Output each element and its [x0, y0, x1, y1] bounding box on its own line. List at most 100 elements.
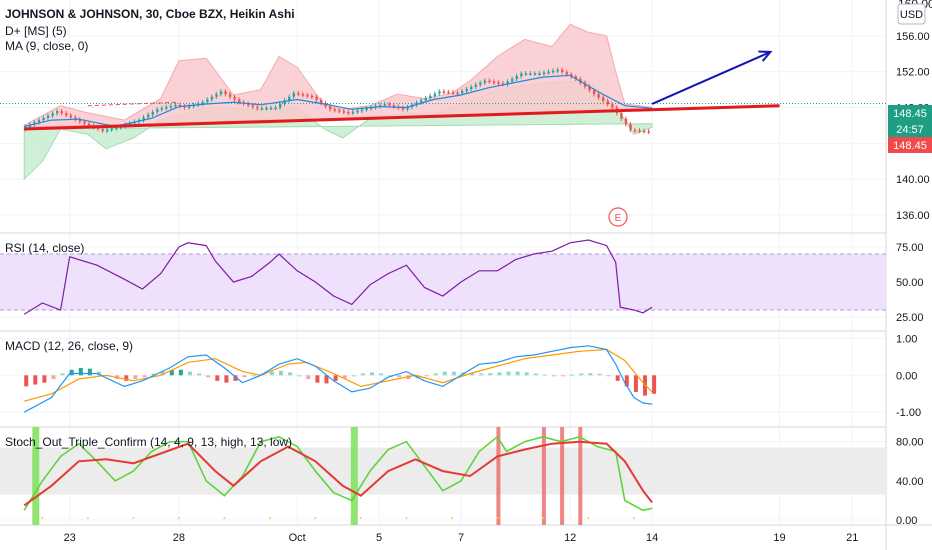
macd-histogram-bar [78, 367, 83, 376]
macd-histogram-bar [351, 375, 356, 377]
macd-histogram-bar [470, 373, 475, 376]
macd-histogram-bar [60, 373, 65, 376]
candle-body [524, 73, 528, 75]
candle-body [274, 107, 277, 110]
earnings-marker-icon[interactable] [608, 207, 628, 227]
macd-label[interactable]: MACD (12, 26, close, 9) [5, 339, 133, 353]
macd-histogram-bar [388, 375, 393, 377]
candle-body [465, 89, 468, 92]
candle-body [315, 96, 318, 100]
candle-body [297, 93, 300, 95]
macd-histogram-bar [42, 375, 47, 383]
candle-body [561, 69, 564, 73]
chart-title: JOHNSON & JOHNSON, 30, Cboe BZX, Heikin … [5, 7, 295, 21]
macd-histogram-bar [542, 374, 547, 376]
time-axis[interactable]: 23 28 Oct 5 7 12 14 19 21 [64, 532, 859, 544]
candle-body [224, 91, 227, 95]
projection-arrow-head [758, 50, 773, 62]
candle-body [65, 113, 68, 116]
candle-body [433, 93, 437, 96]
candle-body [415, 102, 418, 105]
macd-histogram-bar [87, 368, 92, 376]
macd-histogram-bar [360, 373, 365, 376]
currency-button[interactable] [897, 3, 926, 25]
rsi-pane[interactable] [0, 239, 886, 315]
axis-tick-label: 152.00 [896, 67, 930, 79]
macd-histogram-bar [606, 375, 611, 377]
macd-histogram-bar [615, 375, 620, 381]
candle-body [442, 91, 446, 93]
macd-histogram-bar [33, 375, 38, 385]
dmi-cloud-upper [23, 23, 653, 128]
macd-histogram-bar [233, 375, 238, 381]
countdown-value: 24:57 [896, 124, 924, 136]
candle-body [592, 90, 596, 95]
candle-body [160, 108, 164, 110]
candle-body [447, 91, 450, 94]
candle-body [156, 109, 159, 113]
candle-body [238, 99, 241, 103]
macd-histogram-bar [424, 375, 429, 377]
currency-label[interactable]: USD [900, 9, 923, 21]
candle-body [379, 105, 382, 107]
candle-body [520, 73, 523, 77]
stoch-red-signal-bar [560, 427, 565, 525]
stoch-label[interactable]: Stoch_Out_Triple_Confirm (14, 4, 9, 13, … [5, 435, 292, 449]
candle-body [69, 115, 73, 118]
macd-histogram-bar [370, 372, 374, 376]
macd-signal-line [24, 348, 653, 402]
stoch-dot [632, 517, 635, 520]
candle-body [228, 94, 232, 97]
axis-tick-label: 50.00 [896, 277, 924, 289]
candle-body [533, 73, 537, 75]
time-tick-label: 14 [646, 532, 658, 544]
indicator-ma-label[interactable]: MA (9, close, 0) [5, 39, 88, 53]
candle-body [292, 93, 296, 97]
macd-histogram-bar [515, 371, 520, 376]
projection-arrow-line [651, 51, 771, 105]
candle-body [392, 105, 396, 107]
macd-histogram-bar [215, 375, 220, 381]
candle-body [183, 106, 186, 108]
candle-body [474, 84, 478, 87]
macd-histogram-bar [433, 373, 438, 376]
candle-body [151, 112, 154, 115]
candle-body [574, 76, 578, 79]
candle-body [461, 91, 464, 94]
rsi-label[interactable]: RSI (14, close) [5, 241, 84, 255]
stoch-red-signal-bar [496, 427, 501, 525]
axis-tick-label: 0.00 [896, 370, 917, 382]
macd-histogram-bar [197, 373, 202, 376]
macd-histogram-bar [588, 373, 593, 376]
stoch-dot [132, 517, 135, 520]
candle-body [542, 72, 546, 75]
earnings-marker-label: E [615, 213, 622, 224]
macd-histogram-bar [279, 370, 283, 376]
time-tick-label: 7 [458, 532, 464, 544]
macd-histogram-bar [570, 374, 575, 376]
candle-body [115, 127, 118, 129]
stoch-pane[interactable] [0, 427, 886, 525]
candle-body [401, 107, 405, 110]
macd-pane[interactable] [23, 345, 657, 413]
candle-body [347, 112, 350, 114]
stoch-dot [405, 517, 408, 520]
candle-body [565, 72, 569, 75]
indicator-dmi-label[interactable]: D+ [MS] (5) [5, 24, 67, 38]
candle-body [479, 82, 482, 85]
candle-body [251, 105, 255, 107]
candle-body [256, 106, 259, 109]
macd-histogram-bar [652, 375, 657, 394]
price-pane[interactable] [0, 23, 886, 181]
candle-body [101, 129, 104, 131]
candle-body [329, 106, 332, 110]
candle-body [597, 94, 600, 98]
candle-body [488, 80, 491, 83]
candle-body [611, 104, 614, 108]
candle-body [60, 111, 63, 114]
candle-body [383, 103, 387, 106]
candle-body [424, 98, 427, 101]
candle-body [492, 81, 496, 84]
axis-tick-label: 136.00 [896, 210, 930, 222]
